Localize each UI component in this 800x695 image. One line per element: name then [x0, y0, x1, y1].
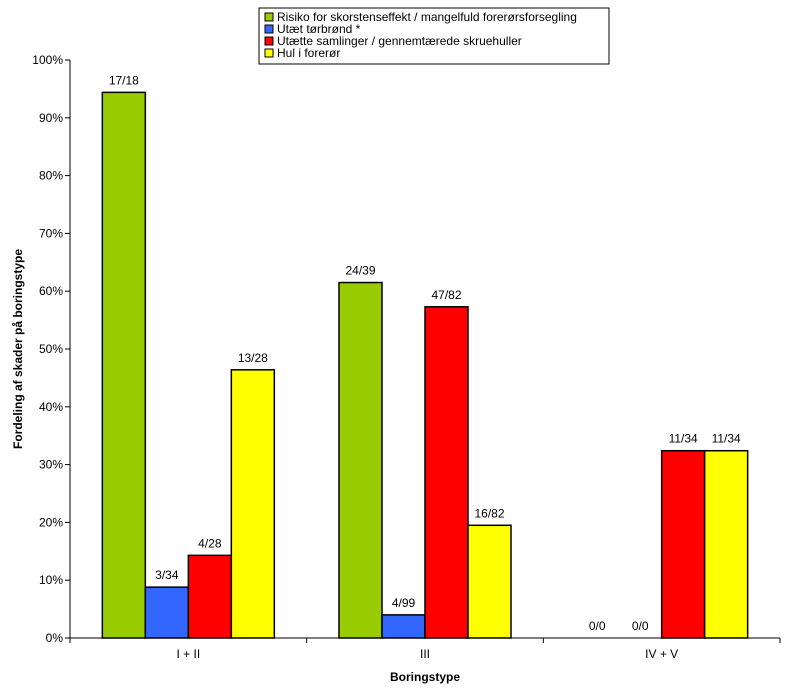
data-label: 11/34 — [712, 432, 741, 446]
y-tick-label: 80% — [39, 169, 63, 183]
bars — [101, 91, 749, 639]
legend-label: Utætte samlinger / gennemtærede skruehul… — [277, 34, 522, 48]
y-ticks: 0% 10% 20% 30% 40% 50% 60% 70% 80% 90% 100% — [32, 53, 70, 645]
legend-swatch — [264, 36, 274, 46]
bar — [467, 524, 512, 639]
y-tick-label: 40% — [39, 400, 63, 414]
bar — [424, 306, 469, 639]
y-tick-label: 90% — [39, 111, 63, 125]
bar — [101, 91, 147, 639]
y-tick-label: 70% — [39, 226, 63, 240]
bar — [338, 281, 383, 639]
data-label: 16/82 — [474, 506, 504, 520]
data-labels: 17/18 24/39 0/0 3/34 4/99 0/0 4/28 47/82 11/34 13… — [109, 73, 741, 633]
bar — [381, 614, 426, 639]
data-label: 4/99 — [392, 596, 416, 610]
x-tick-label: I + II — [176, 647, 200, 661]
y-tick-label: 30% — [39, 458, 63, 472]
data-label: 17/18 — [109, 73, 139, 87]
data-label: 0/0 — [632, 619, 649, 633]
y-tick-label: 20% — [39, 515, 63, 529]
bar — [187, 554, 233, 639]
data-label: 11/34 — [669, 432, 698, 446]
data-label: 4/28 — [198, 536, 222, 550]
y-tick-label: 100% — [32, 53, 63, 67]
legend-box — [258, 7, 610, 65]
data-label: 0/0 — [589, 619, 606, 633]
data-label: 47/82 — [431, 288, 461, 302]
legend-swatch — [264, 12, 274, 22]
x-axis-title: Boringstype — [390, 670, 460, 684]
x-tick-label: IV + V — [645, 647, 678, 661]
x-tick-label: III — [420, 647, 430, 661]
y-tick-label: 10% — [39, 573, 63, 587]
legend: Risiko for skorstenseffekt / mangelfuld … — [258, 7, 610, 65]
data-label: 3/34 — [155, 568, 179, 582]
bar — [144, 586, 190, 639]
data-label: 13/28 — [238, 351, 268, 365]
legend-label: Hul i forerør — [277, 46, 340, 60]
y-axis-title: Fordeling af skader på boringstype — [11, 249, 25, 449]
legend-swatch — [264, 24, 274, 34]
legend-label: Utæt tørbrønd * — [277, 22, 361, 36]
bar — [230, 369, 276, 639]
data-label: 24/39 — [345, 264, 375, 278]
y-tick-label: 50% — [39, 342, 63, 356]
x-ticks: I + II III IV + V — [69, 638, 781, 661]
bar — [703, 449, 749, 639]
y-tick-label: 0% — [46, 631, 64, 645]
bar — [660, 449, 706, 639]
y-tick-label: 60% — [39, 284, 63, 298]
legend-label: Risiko for skorstenseffekt / mangelfuld … — [277, 10, 577, 24]
legend-swatch — [264, 48, 274, 58]
